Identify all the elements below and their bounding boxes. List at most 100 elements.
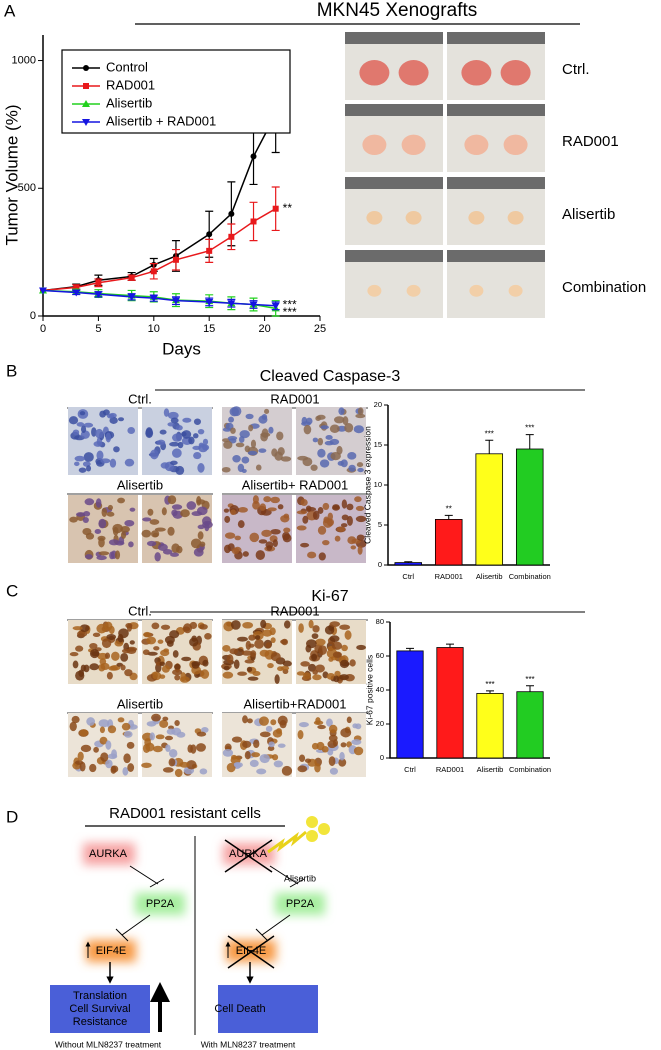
cell	[353, 425, 365, 434]
cell	[268, 426, 274, 434]
micrograph-label: RAD001	[270, 603, 319, 618]
cell	[247, 718, 253, 724]
cell	[297, 729, 304, 740]
tumor	[398, 60, 429, 86]
cell	[152, 672, 158, 680]
cell	[259, 649, 270, 657]
cell	[124, 669, 133, 677]
cell	[125, 623, 133, 629]
cell	[89, 643, 98, 650]
cell	[298, 722, 309, 728]
cell	[117, 497, 125, 504]
significance: ***	[283, 298, 297, 312]
cell	[280, 456, 292, 462]
cell	[247, 450, 258, 456]
cell	[264, 408, 270, 415]
cell	[252, 670, 261, 677]
cell	[300, 661, 310, 667]
cell	[82, 517, 89, 524]
node-label: PP2A	[286, 898, 315, 910]
cell	[101, 638, 112, 649]
cell	[159, 719, 169, 728]
y-tick-label: 500	[18, 182, 36, 194]
cell	[188, 436, 195, 445]
y-tick-label: 0	[30, 310, 36, 322]
cell	[74, 461, 80, 467]
cell	[100, 752, 109, 762]
cell	[189, 621, 198, 630]
cell	[334, 670, 341, 677]
y-axis-label: Ki-67 positive cells	[364, 655, 374, 725]
x-tick-label: 20	[258, 323, 270, 335]
cell	[224, 532, 236, 539]
significance: **	[283, 201, 293, 215]
cell	[276, 431, 284, 441]
cell	[312, 437, 319, 443]
cell	[328, 657, 334, 662]
cell	[79, 411, 86, 416]
cell	[98, 551, 110, 556]
cell	[242, 740, 252, 748]
cell	[318, 552, 326, 561]
marker	[228, 233, 235, 240]
cell	[201, 727, 209, 733]
cell	[113, 446, 120, 453]
cell	[72, 626, 83, 631]
cell	[122, 767, 129, 776]
cell	[312, 625, 320, 633]
cell	[231, 736, 243, 743]
ruler	[447, 250, 545, 262]
cell	[164, 735, 174, 741]
cell	[248, 634, 256, 641]
significance: ***	[525, 675, 534, 684]
cell	[296, 525, 307, 531]
cell	[120, 664, 126, 671]
cell	[317, 437, 324, 446]
ruler	[447, 177, 545, 189]
y-tick-label: 40	[376, 685, 384, 694]
cell	[256, 768, 267, 775]
cell	[237, 671, 248, 676]
cell	[99, 410, 106, 418]
cell	[270, 719, 277, 726]
cell	[91, 427, 97, 437]
micrograph-label: Alisertib	[117, 477, 163, 492]
cell	[124, 519, 135, 527]
x-tick-label: 25	[314, 323, 326, 335]
cell	[348, 464, 356, 472]
cell	[259, 716, 269, 726]
cell	[159, 429, 167, 435]
y-tick-label: 80	[376, 617, 384, 626]
cell	[312, 669, 318, 675]
cell	[315, 415, 322, 421]
cell	[242, 551, 249, 557]
cell	[69, 651, 79, 657]
marker	[150, 268, 157, 275]
cell	[107, 725, 117, 734]
micrograph-label: Ctrl.	[128, 391, 152, 406]
cell	[167, 495, 177, 505]
bar	[515, 448, 544, 566]
legend-label: Alisertib + RAD001	[106, 113, 216, 128]
cell	[341, 499, 348, 509]
micrograph-label: Ctrl.	[128, 603, 152, 618]
marker	[171, 297, 180, 305]
cell	[105, 740, 112, 750]
node-label: EIF4E	[236, 945, 267, 957]
cell	[244, 445, 251, 453]
cell	[271, 448, 278, 457]
cell	[280, 666, 290, 671]
tumor	[406, 284, 421, 297]
cell	[337, 461, 344, 466]
y-tick-label: 0	[378, 560, 382, 569]
series-line	[42, 289, 276, 307]
cell	[223, 665, 230, 671]
legend-label: RAD001	[106, 77, 155, 92]
cell	[329, 621, 341, 627]
cell	[160, 624, 171, 630]
cell	[346, 503, 354, 511]
cell	[129, 507, 136, 512]
cell	[227, 436, 238, 441]
cell	[332, 504, 340, 510]
cell	[230, 620, 241, 630]
